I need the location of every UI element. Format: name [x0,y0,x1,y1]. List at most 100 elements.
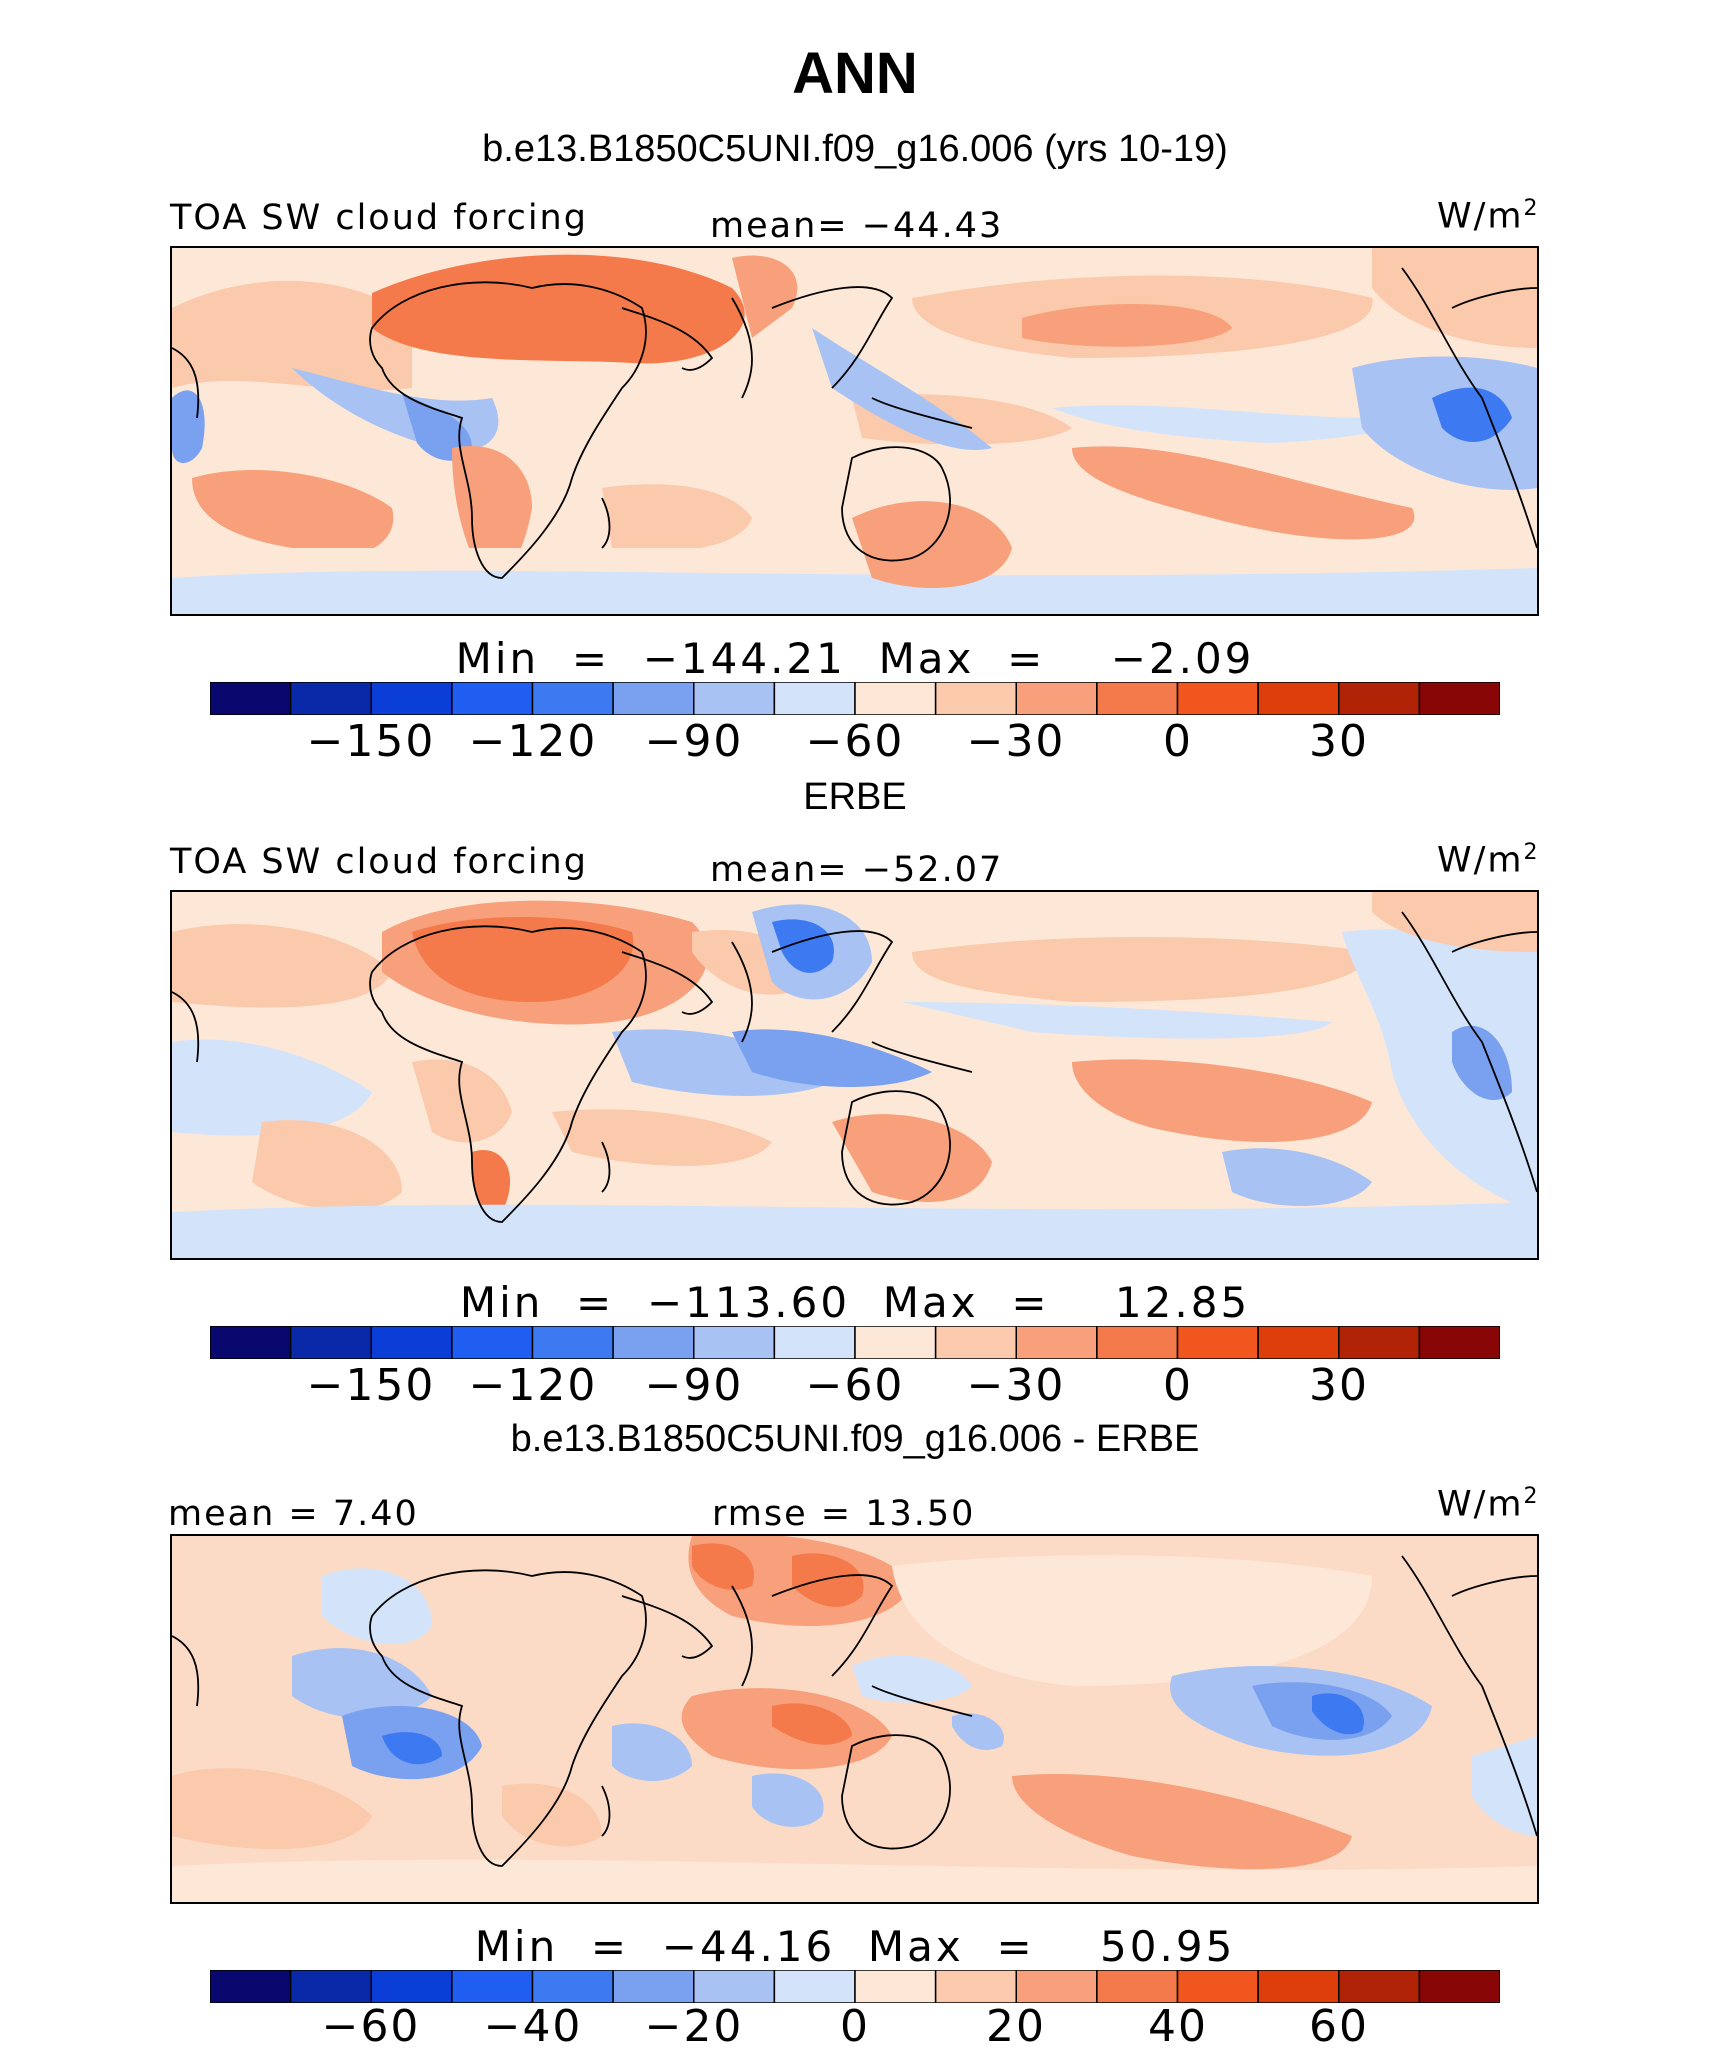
map-region [252,1120,402,1211]
map-region [372,254,745,364]
colorbar-tick-label: −120 [468,716,598,767]
coastline [871,397,973,429]
panel-2-map [170,890,1539,1260]
panel-3-colorbar [210,1970,1500,2003]
coastline [172,1635,200,1707]
colorbar-swatch [934,1970,1018,2003]
panel-3-subtitle: b.e13.B1850C5UNI.f09_g16.006 - ERBE [510,1418,1200,1460]
map-region [502,1783,602,1847]
colorbar-tick-label: −60 [321,2001,421,2052]
colorbar-swatch [451,1970,534,2003]
coastline [841,1090,951,1206]
coastline [601,1785,611,1837]
colorbar-tick-label: −30 [966,716,1066,767]
panel-1-variable-label: TOA SW cloud forcing [170,198,588,238]
colorbar-tick-label: 60 [1309,2001,1369,2052]
map-region [732,255,798,338]
colorbar-swatch [1257,682,1340,715]
colorbar-tick-label: −150 [306,1360,436,1411]
panel-2-mean-label: mean= −52.07 [710,850,1004,890]
colorbar-swatch [1096,1970,1179,2003]
panel-2-variable-label: TOA SW cloud forcing [170,842,588,882]
colorbar-tick-label: 20 [986,2001,1046,2052]
colorbar-swatch [210,682,292,715]
coastline [771,1574,894,1677]
map-region [472,1150,511,1214]
colorbar-swatch [531,682,614,715]
map-region [902,1002,1332,1039]
colorbar-swatch [1015,682,1098,715]
map-region [402,393,472,461]
panel-1-colorbar-ticks: −150 −120 −90 −60 −30 0 30 [0,716,1710,768]
colorbar-swatch [934,1326,1018,1359]
map-region [172,1039,372,1136]
coastline [369,1569,647,1867]
map-region [792,1553,864,1607]
map-region [1342,929,1537,1212]
map-region [412,917,634,1002]
colorbar-swatch [1338,1970,1421,2003]
panel-3-mean-label: mean = 7.40 [168,1494,419,1534]
map-region [692,1543,754,1590]
colorbar-swatch [1338,1326,1421,1359]
colorbar-swatch [612,682,695,715]
colorbar-swatch [1015,1970,1098,2003]
colorbar-swatch [531,1326,614,1359]
map-region [892,1555,1372,1686]
panel-3-units: W/m2 [1437,1484,1540,1525]
map-region [602,484,752,552]
panel-2-subtitle: ERBE [803,776,907,818]
map-region [172,1859,1537,1902]
colorbar-swatch [289,1326,373,1359]
coastline [1401,1555,1537,1837]
colorbar-swatch [1418,1970,1500,2003]
colorbar-swatch [1176,682,1259,715]
coastline [621,1595,714,1659]
map-region [772,1703,852,1745]
map-region [912,937,1372,1002]
colorbar-swatch [854,682,937,715]
coastline [369,281,647,579]
colorbar-swatch [1418,1326,1500,1359]
colorbar-tick-label: −60 [805,716,905,767]
coastline [731,297,753,399]
colorbar-tick-label: 0 [1163,1360,1193,1411]
colorbar-tick-label: 0 [840,2001,870,2052]
map-region [322,1568,432,1645]
coastline [841,1734,951,1850]
coastline [601,497,611,549]
colorbar-swatch [854,1326,937,1359]
coastline [841,446,951,562]
panel-3-map [170,1534,1539,1904]
colorbar-swatch [1096,682,1179,715]
coastline [601,1141,611,1193]
colorbar-swatch [210,1326,292,1359]
map-region [952,1713,1004,1750]
map-region [1072,1059,1372,1142]
colorbar-swatch [1096,1326,1179,1359]
map-region [752,1773,824,1827]
colorbar-swatch [612,1970,695,2003]
coastline [1451,287,1537,309]
coastline [871,1041,973,1073]
colorbar-swatch [1338,682,1421,715]
coastline [172,347,200,419]
panel-1-map [170,246,1539,616]
map-region [172,568,1537,614]
coastline [771,286,894,389]
colorbar-tick-label: 0 [1163,716,1193,767]
panel-1-units: W/m2 [1437,196,1540,237]
coastline [871,1685,973,1717]
map-region [1372,248,1537,348]
coastline [1451,931,1537,953]
map-region [732,1029,932,1087]
colorbar-tick-label: −30 [966,1360,1066,1411]
panel-3-min-max: Min = −44.16 Max = 50.95 [474,1922,1236,1971]
colorbar-swatch [531,1970,614,2003]
coastline [771,930,894,1033]
colorbar-swatch [1015,1326,1098,1359]
panel-1-mean-label: mean= −44.43 [710,206,1004,246]
map-region [1012,1774,1352,1870]
panel-1-colorbar [210,682,1500,715]
colorbar-swatch [451,682,534,715]
